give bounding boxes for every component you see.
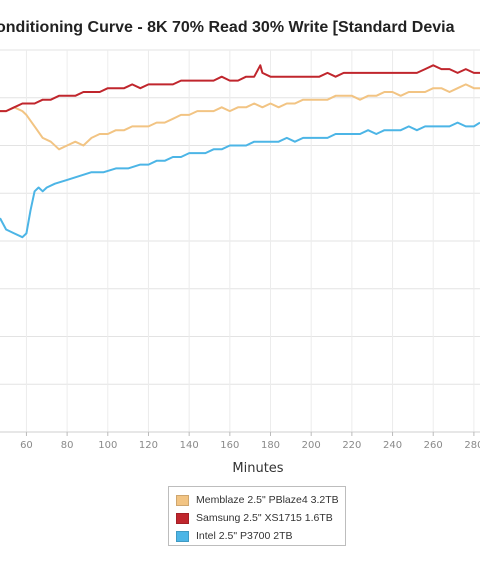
x-tick-label: 60: [20, 440, 33, 451]
legend-item-samsung: Samsung 2.5" XS1715 1.6TB: [176, 509, 345, 527]
series-line-1: [0, 64, 480, 113]
chart-title: onditioning Curve - 8K 70% Read 30% Writ…: [0, 19, 455, 36]
x-tick-label: 180: [261, 440, 280, 451]
legend-swatch-samsung: [176, 512, 189, 524]
legend-label-samsung: Samsung 2.5" XS1715 1.6TB: [196, 512, 333, 524]
x-tick-label: 280: [464, 440, 480, 451]
legend-item-intel: Intel 2.5" P3700 2TB: [176, 527, 345, 545]
x-tick-label: 140: [180, 440, 199, 451]
x-tick-label: 240: [383, 440, 402, 451]
x-tick-labels: 60 80 100 120 140 160 180 200 220 240 260 280: [20, 432, 480, 451]
series-lines: [0, 64, 480, 239]
x-tick-label: 160: [220, 440, 239, 451]
x-tick-label: 120: [139, 440, 158, 451]
series-line-0: [0, 83, 480, 151]
x-tick-label: 260: [424, 440, 443, 451]
series-line-2: [0, 121, 480, 239]
chart-legend: Memblaze 2.5" PBlaze4 3.2TB Samsung 2.5"…: [168, 486, 346, 546]
legend-label-memblaze: Memblaze 2.5" PBlaze4 3.2TB: [196, 494, 339, 506]
x-tick-label: 200: [302, 440, 321, 451]
x-axis-title: Minutes: [232, 461, 283, 476]
x-tick-label: 100: [98, 440, 117, 451]
x-tick-label: 220: [342, 440, 361, 451]
x-tick-label: 80: [61, 440, 74, 451]
legend-item-memblaze: Memblaze 2.5" PBlaze4 3.2TB: [176, 491, 345, 509]
legend-label-intel: Intel 2.5" P3700 2TB: [196, 530, 293, 542]
legend-swatch-intel: [176, 530, 189, 542]
legend-swatch-memblaze: [176, 494, 189, 506]
gridlines: [0, 49, 480, 433]
